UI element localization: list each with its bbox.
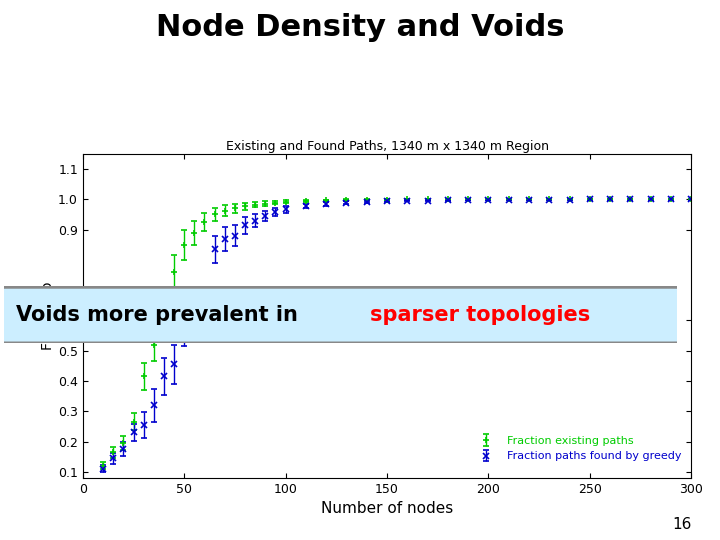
FancyBboxPatch shape <box>0 287 699 343</box>
Text: Voids more prevalent in: Voids more prevalent in <box>16 305 305 325</box>
X-axis label: Number of nodes: Number of nodes <box>321 501 453 516</box>
Text: 16: 16 <box>672 517 691 532</box>
Text: Node Density and Voids: Node Density and Voids <box>156 14 564 43</box>
Y-axis label: Fraction o: Fraction o <box>41 282 55 350</box>
Title: Existing and Found Paths, 1340 m x 1340 m Region: Existing and Found Paths, 1340 m x 1340 … <box>225 140 549 153</box>
Text: sparser topologies: sparser topologies <box>371 305 590 325</box>
Legend: Fraction existing paths, Fraction paths found by greedy: Fraction existing paths, Fraction paths … <box>466 431 685 466</box>
